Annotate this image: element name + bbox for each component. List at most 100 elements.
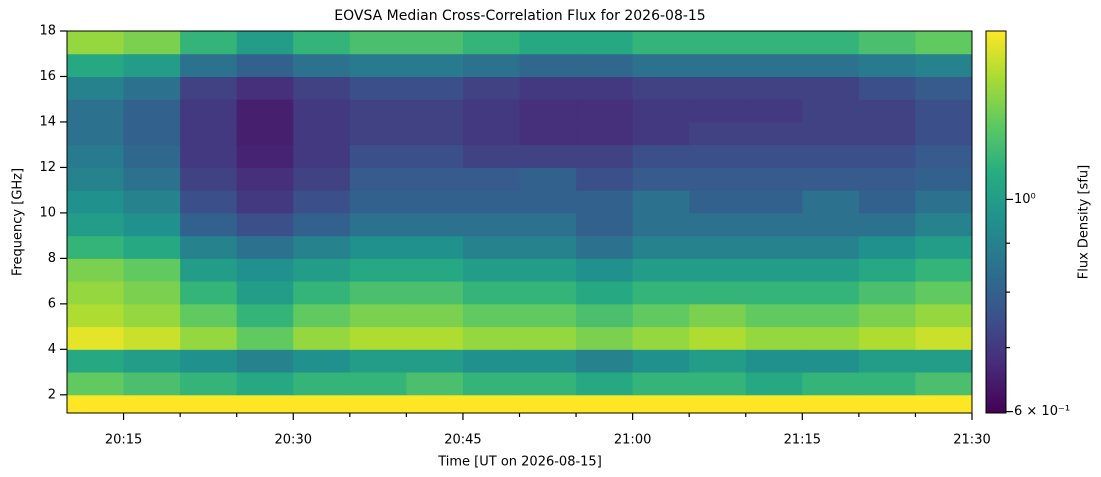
heatmap-cell [632, 394, 690, 414]
heatmap-cell [349, 167, 407, 191]
heatmap-cell [180, 372, 238, 396]
heatmap-cell [915, 326, 973, 350]
heatmap-cell [915, 235, 973, 259]
heatmap-cell [236, 212, 294, 237]
heatmap-cell [519, 212, 577, 237]
heatmap-cell [519, 235, 577, 259]
heatmap-cell [293, 372, 351, 396]
heatmap-cell [293, 76, 351, 100]
heatmap-cell [632, 144, 690, 168]
heatmap-cell [236, 258, 294, 282]
heatmap-cell [236, 121, 294, 146]
y-tick-label: 14 [39, 114, 56, 129]
heatmap-cell [180, 281, 238, 305]
heatmap-cell [745, 121, 803, 146]
heatmap-cell [802, 258, 860, 282]
heatmap-cell [576, 31, 634, 55]
heatmap-cell [236, 394, 294, 414]
heatmap-cell [462, 31, 520, 55]
heatmap-cell [293, 235, 351, 259]
heatmap-cell [858, 190, 916, 214]
heatmap-cell [67, 235, 125, 259]
heatmap-cell [123, 258, 181, 282]
heatmap-cell [462, 53, 520, 77]
heatmap-cell [349, 281, 407, 305]
heatmap-cell [67, 53, 125, 77]
heatmap-cell [576, 235, 634, 259]
heatmap-cell [858, 167, 916, 191]
heatmap-cell [180, 212, 238, 237]
heatmap-cell [576, 281, 634, 305]
heatmap-cell [123, 144, 181, 168]
heatmap-cell [689, 190, 747, 214]
heatmap-cell [67, 281, 125, 305]
heatmap-cell [462, 303, 520, 328]
heatmap-cell [123, 326, 181, 350]
heatmap-cell [745, 349, 803, 373]
heatmap-cell [462, 167, 520, 191]
heatmap-cell [349, 349, 407, 373]
heatmap-cell [915, 303, 973, 328]
heatmap-cell [689, 303, 747, 328]
heatmap-cell [67, 31, 125, 55]
heatmap-cell [123, 53, 181, 77]
heatmap-cell [576, 144, 634, 168]
heatmap-cell [519, 167, 577, 191]
heatmap-cell [519, 372, 577, 396]
heatmap-cell [858, 372, 916, 396]
heatmap-cell [406, 235, 464, 259]
heatmap-cell [858, 303, 916, 328]
heatmap-cell [632, 121, 690, 146]
heatmap-cell [858, 326, 916, 350]
heatmap-cell [576, 326, 634, 350]
heatmap-cell [915, 394, 973, 414]
heatmap-cell [236, 303, 294, 328]
heatmap-cell [858, 76, 916, 100]
heatmap-cell [689, 394, 747, 414]
heatmap-cell [689, 212, 747, 237]
heatmap-cell [293, 167, 351, 191]
heatmap-cell [689, 167, 747, 191]
heatmap-cell [802, 76, 860, 100]
heatmap-cell [123, 372, 181, 396]
heatmap-cell [632, 190, 690, 214]
heatmap-cell [236, 281, 294, 305]
heatmap-cell [236, 349, 294, 373]
heatmap-cell [67, 144, 125, 168]
heatmap-cell [915, 190, 973, 214]
heatmap-cell [180, 99, 238, 123]
heatmap-cell [858, 212, 916, 237]
heatmap-cell [802, 190, 860, 214]
heatmap-cell [802, 303, 860, 328]
heatmap-cell [915, 121, 973, 146]
heatmap-cell [915, 349, 973, 373]
heatmap-cell [67, 121, 125, 146]
heatmap-cell [349, 372, 407, 396]
heatmap-cell [406, 394, 464, 414]
x-tick-label: 21:00 [614, 433, 651, 448]
heatmap-cell [689, 121, 747, 146]
heatmap-cell [519, 121, 577, 146]
heatmap-cell [915, 53, 973, 77]
y-tick-label: 6 [48, 296, 56, 311]
heatmap-cell [236, 144, 294, 168]
heatmap-cell [123, 235, 181, 259]
heatmap-cell [293, 349, 351, 373]
y-tick-label: 10 [39, 205, 56, 220]
heatmap-cell [519, 326, 577, 350]
heatmap-cell [858, 235, 916, 259]
heatmap-cell [745, 144, 803, 168]
heatmap-cell [123, 190, 181, 214]
heatmap-cell [802, 349, 860, 373]
heatmap-cell [576, 190, 634, 214]
heatmap-cell [180, 258, 238, 282]
heatmap-cell [519, 190, 577, 214]
heatmap-cell [689, 235, 747, 259]
x-tick-label: 20:45 [444, 433, 481, 448]
heatmap-cell [576, 99, 634, 123]
y-tick-label: 16 [39, 69, 56, 84]
heatmap-cell [745, 76, 803, 100]
heatmap-cell [689, 258, 747, 282]
heatmap-cell [632, 258, 690, 282]
heatmap-cell [293, 31, 351, 55]
